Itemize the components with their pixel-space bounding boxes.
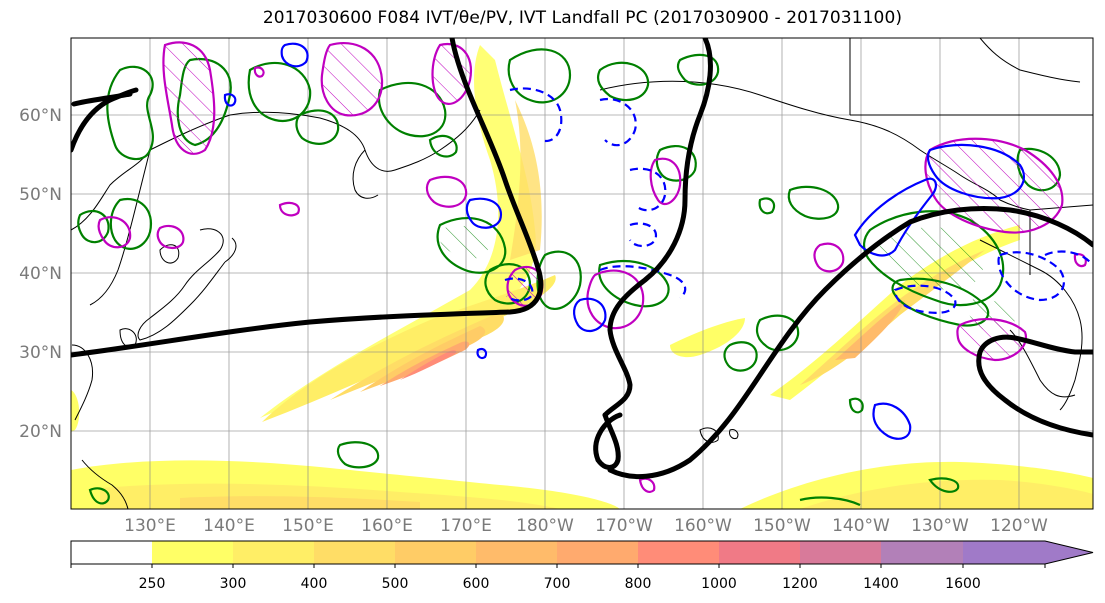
pv-magenta-contours bbox=[97, 41, 1087, 493]
colorbar-tick-250: 250 bbox=[138, 576, 166, 592]
lon-label-120w: 120°W bbox=[990, 516, 1048, 536]
colorbar-tick-1400: 1400 bbox=[863, 576, 899, 592]
lon-label-140w: 140°W bbox=[832, 516, 890, 536]
map-frame bbox=[70, 37, 1094, 510]
lon-label-160e: 160°E bbox=[361, 516, 413, 536]
colorbar-tick-500: 500 bbox=[381, 576, 409, 592]
lon-label-130w: 130°W bbox=[911, 516, 969, 536]
pv-blue-contours bbox=[223, 42, 1091, 440]
colorbar-tick-800: 800 bbox=[624, 576, 652, 592]
colorbar-tick-300: 300 bbox=[219, 576, 247, 592]
lon-label-150e: 150°E bbox=[282, 516, 334, 536]
lon-label-150w: 150°W bbox=[753, 516, 811, 536]
colorbar-tick-700: 700 bbox=[543, 576, 571, 592]
colorbar-tick-1200: 1200 bbox=[782, 576, 818, 592]
colorbar-tick-600: 600 bbox=[462, 576, 490, 592]
coastlines bbox=[71, 38, 1093, 509]
map-title: 2017030600 F084 IVT/θe/PV, IVT Landfall … bbox=[262, 8, 903, 28]
lon-label-180w: 180°W bbox=[516, 516, 574, 536]
lat-label-60n: 60°N bbox=[19, 106, 62, 126]
lon-label-160w: 160°W bbox=[674, 516, 732, 536]
lon-label-130e: 130°E bbox=[124, 516, 176, 536]
lat-label-20n: 20°N bbox=[19, 422, 62, 442]
lon-label-140e: 140°E bbox=[203, 516, 255, 536]
colorbar bbox=[70, 540, 1094, 568]
colorbar-tick-1600: 1600 bbox=[945, 576, 981, 592]
lon-label-170w: 170°W bbox=[595, 516, 653, 536]
lat-label-40n: 40°N bbox=[19, 264, 62, 284]
lat-label-30n: 30°N bbox=[19, 343, 62, 363]
colorbar-tick-1000: 1000 bbox=[701, 576, 737, 592]
colorbar-tick-400: 400 bbox=[300, 576, 328, 592]
lat-label-50n: 50°N bbox=[19, 185, 62, 205]
lon-label-170e: 170°E bbox=[440, 516, 492, 536]
pc-contours bbox=[71, 38, 1093, 480]
